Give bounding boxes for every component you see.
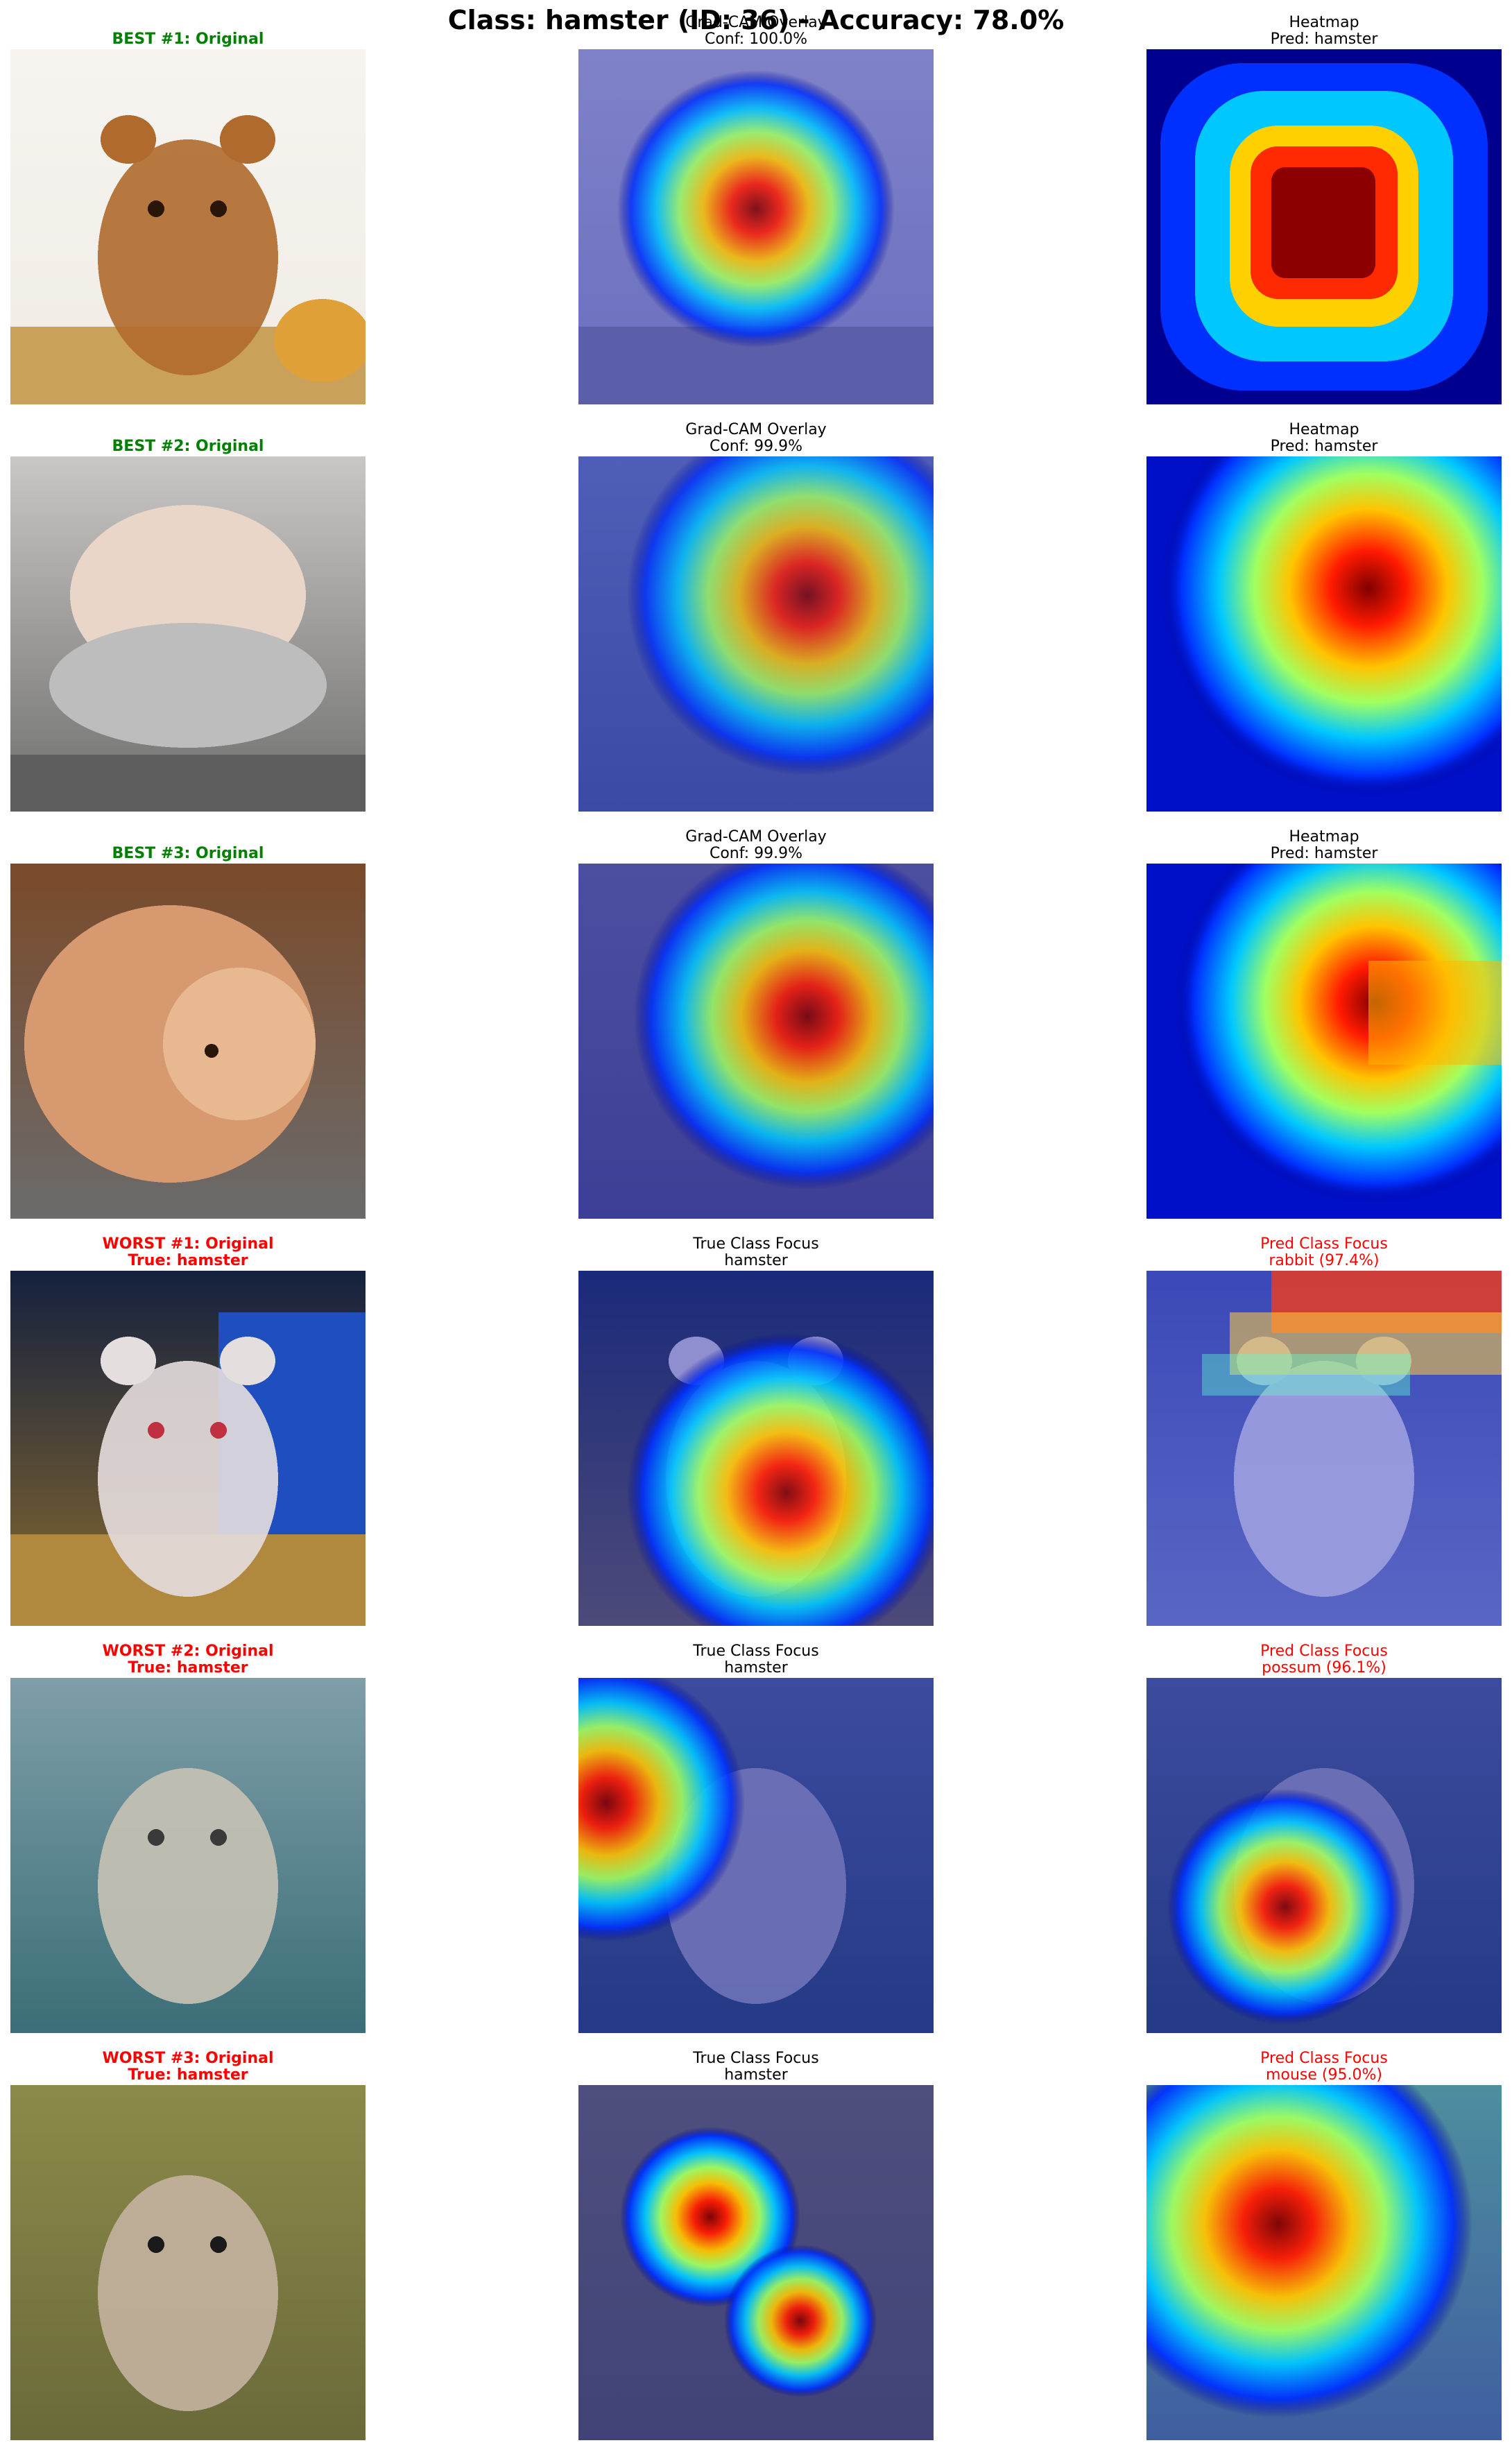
row-3-original-title: BEST #3: Original [10,846,366,862]
row-5-right-title: Pred Class Focus possum (96.1%) [1146,1643,1502,1677]
row-5-original-image [10,1678,366,2033]
row-4-middle-title: True Class Focus hamster [578,1236,934,1269]
row-1-middle-title-line1: Grad-CAM Overlay [685,14,827,31]
row-6-middle-title-line2: hamster [724,2066,788,2084]
row-3-heatmap-image [1146,864,1502,1219]
row-2-right-title-line2: Pred: hamster [1270,438,1378,455]
row-5-original-title: WORST #2: Original True: hamster [10,1643,366,1677]
row-6-middle-title-line1: True Class Focus [693,2050,819,2067]
row-3-middle-title: Grad-CAM Overlay Conf: 99.9% [578,829,934,862]
row-4-right-title-line2: rabbit (97.4%) [1269,1252,1380,1269]
row-2-gradcam-overlay-image [578,456,934,812]
row-3-middle-title-line1: Grad-CAM Overlay [685,828,827,846]
row-2-heatmap-image [1146,456,1502,812]
row-5-right-title-line2: possum (96.1%) [1262,1659,1386,1677]
figure-title: Class: hamster (ID: 36) - Accuracy: 78.0… [447,5,1065,35]
row-6-middle-title: True Class Focus hamster [578,2050,934,2084]
row-1-right-title-line2: Pred: hamster [1270,31,1378,48]
row-3-original-image [10,864,366,1219]
row-6-original-title-line2: True: hamster [128,2066,248,2084]
row-4-middle-title-line2: hamster [724,1252,788,1269]
row-4-right-title-line1: Pred Class Focus [1260,1235,1388,1253]
row-4-right-title: Pred Class Focus rabbit (97.4%) [1146,1236,1502,1269]
row-5-right-title-line1: Pred Class Focus [1260,1643,1388,1660]
row-2-original-title-line1: BEST #2: Original [112,438,264,455]
row-2-middle-title-line1: Grad-CAM Overlay [685,421,827,438]
row-4-true-class-focus-image [578,1271,934,1626]
row-1-gradcam-overlay-image [578,49,934,404]
row-5-pred-class-focus-image [1146,1678,1502,2033]
row-6-original-title-line1: WORST #3: Original [102,2050,274,2067]
row-6-true-class-focus-image [578,2085,934,2440]
row-6-right-title: Pred Class Focus mouse (95.0%) [1146,2050,1502,2084]
row-3-right-title-line2: Pred: hamster [1270,845,1378,862]
row-3-right-title: Heatmap Pred: hamster [1146,829,1502,862]
row-3-gradcam-overlay-image [578,864,934,1219]
row-5-true-class-focus-image [578,1678,934,2033]
row-4-original-title-line2: True: hamster [128,1252,248,1269]
row-1-right-title: Heatmap Pred: hamster [1146,15,1502,48]
row-6-original-image [10,2085,366,2440]
row-1-original-title-line1: BEST #1: Original [112,31,264,48]
row-3-middle-title-line2: Conf: 99.9% [709,845,803,862]
row-1-middle-title: Grad-CAM Overlay Conf: 100.0% [578,15,934,48]
row-5-middle-title-line2: hamster [724,1659,788,1677]
row-2-right-title: Heatmap Pred: hamster [1146,422,1502,455]
row-2-right-title-line1: Heatmap [1289,421,1359,438]
row-2-original-title: BEST #2: Original [10,438,366,455]
row-6-right-title-line2: mouse (95.0%) [1266,2066,1382,2084]
row-6-pred-class-focus-image [1146,2085,1502,2440]
row-4-original-title-line1: WORST #1: Original [102,1235,274,1253]
row-2-original-image [10,456,366,812]
row-3-right-title-line1: Heatmap [1289,828,1359,846]
row-5-middle-title: True Class Focus hamster [578,1643,934,1677]
row-1-original-image [10,49,366,404]
row-4-original-title: WORST #1: Original True: hamster [10,1236,366,1269]
row-1-heatmap-image [1146,49,1502,404]
row-1-right-title-line1: Heatmap [1289,14,1359,31]
row-5-middle-title-line1: True Class Focus [693,1643,819,1660]
row-4-pred-class-focus-image [1146,1271,1502,1626]
row-5-original-title-line1: WORST #2: Original [102,1643,274,1660]
row-3-original-title-line1: BEST #3: Original [112,845,264,862]
row-1-original-title: BEST #1: Original [10,31,366,48]
row-4-middle-title-line1: True Class Focus [693,1235,819,1253]
row-2-middle-title: Grad-CAM Overlay Conf: 99.9% [578,422,934,455]
row-4-original-image [10,1271,366,1626]
row-2-middle-title-line2: Conf: 99.9% [709,438,803,455]
row-6-original-title: WORST #3: Original True: hamster [10,2050,366,2084]
row-5-original-title-line2: True: hamster [128,1659,248,1677]
row-1-middle-title-line2: Conf: 100.0% [704,31,808,48]
row-6-right-title-line1: Pred Class Focus [1260,2050,1388,2067]
